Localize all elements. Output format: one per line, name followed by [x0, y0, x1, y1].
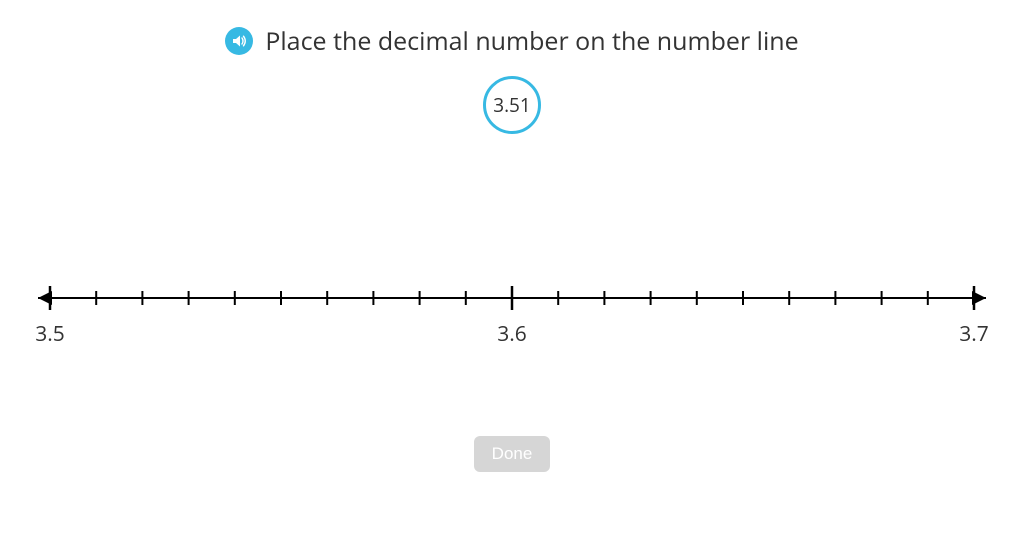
tick-label: 3.6 [497, 320, 527, 348]
done-button: Done [474, 436, 551, 472]
decimal-chip[interactable]: 3.51 [483, 76, 541, 134]
instruction-text: Place the decimal number on the number l… [265, 24, 798, 58]
number-line[interactable]: 3.5 3.6 3.7 [0, 262, 1024, 362]
chip-value: 3.51 [493, 92, 531, 118]
question-header: Place the decimal number on the number l… [0, 0, 1024, 58]
tick-label: 3.5 [35, 320, 65, 348]
tick-label: 3.7 [959, 320, 989, 348]
audio-icon[interactable] [225, 27, 253, 55]
speaker-icon [231, 33, 247, 49]
done-label: Done [492, 444, 533, 463]
